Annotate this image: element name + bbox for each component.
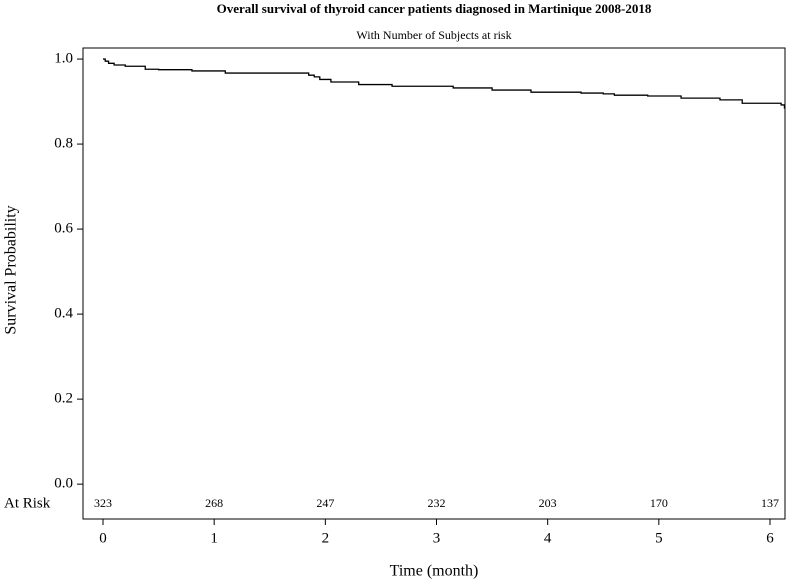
- y-axis-label: Survival Probability: [3, 205, 20, 334]
- at-risk-count: 268: [205, 496, 223, 510]
- x-tick-label: 0: [99, 530, 107, 546]
- chart-subtitle: With Number of Subjects at risk: [356, 28, 511, 42]
- plot-frame: [82, 47, 786, 520]
- y-tick-label: 0.2: [54, 391, 73, 407]
- at-risk-label: At Risk: [4, 495, 51, 511]
- at-risk-count: 137: [761, 496, 779, 510]
- y-tick-label: 0.8: [54, 136, 73, 152]
- x-tick-label: 6: [766, 530, 774, 546]
- y-tick-label: 1.0: [54, 50, 73, 66]
- x-tick-label: 3: [433, 530, 441, 546]
- at-risk-count: 170: [650, 496, 668, 510]
- chart-title: Overall survival of thyroid cancer patie…: [217, 1, 652, 16]
- at-risk-count: 323: [94, 496, 112, 510]
- at-risk-count: 203: [539, 496, 557, 510]
- at-risk-count: 247: [316, 496, 334, 510]
- x-tick-label: 5: [655, 530, 663, 546]
- y-tick-label: 0.6: [54, 221, 73, 237]
- y-tick-label: 0.4: [54, 306, 73, 322]
- y-tick-label: 0.0: [54, 476, 73, 492]
- at-risk-count: 232: [428, 496, 446, 510]
- x-axis-label: Time (month): [390, 563, 479, 580]
- survival-curve: [103, 58, 786, 109]
- x-tick-label: 4: [544, 530, 552, 546]
- x-tick-label: 2: [322, 530, 330, 546]
- x-tick-label: 1: [210, 530, 218, 546]
